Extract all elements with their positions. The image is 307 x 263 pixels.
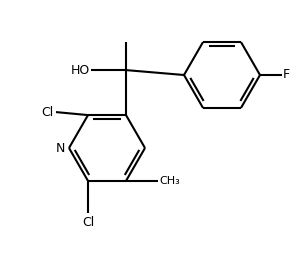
Text: Cl: Cl [82,216,94,229]
Text: HO: HO [71,64,90,77]
Text: N: N [56,141,65,154]
Text: CH₃: CH₃ [159,176,180,186]
Text: F: F [283,68,290,82]
Text: Cl: Cl [42,105,54,119]
